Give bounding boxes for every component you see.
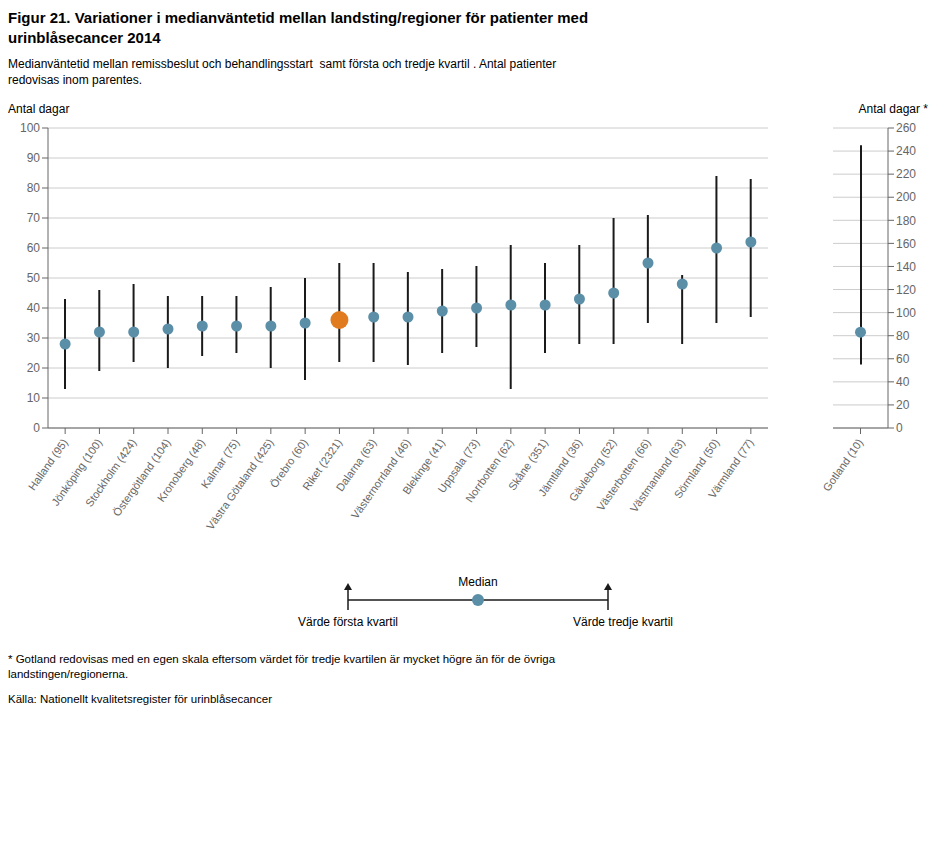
- svg-text:10: 10: [27, 391, 41, 405]
- svg-text:Värmland (77): Värmland (77): [706, 436, 756, 500]
- svg-text:Riket (2321): Riket (2321): [300, 436, 345, 493]
- svg-text:40: 40: [27, 301, 41, 315]
- svg-text:Jönköping (100): Jönköping (100): [49, 436, 105, 508]
- svg-text:240: 240: [896, 144, 916, 158]
- svg-text:Skåne (351): Skåne (351): [505, 436, 550, 493]
- html-text:Källa: Nationellt kvalitetsreg: Källa: Nationellt kvalitetsregister för …: [8, 693, 272, 705]
- svg-text:Västerbotten (66): Västerbotten (66): [594, 436, 653, 513]
- svg-text:40: 40: [896, 375, 910, 389]
- svg-text:Stockholm (424): Stockholm (424): [82, 436, 139, 509]
- svg-text:0: 0: [33, 421, 40, 435]
- svg-text:200: 200: [896, 190, 916, 204]
- svg-text:60: 60: [896, 352, 910, 366]
- svg-text:Blekinge (41): Blekinge (41): [400, 436, 448, 497]
- svg-text:80: 80: [27, 181, 41, 195]
- svg-text:Värde tredje kvartil: Värde tredje kvartil: [573, 615, 673, 629]
- svg-text:220: 220: [896, 167, 916, 181]
- svg-text:180: 180: [896, 214, 916, 228]
- svg-text:20: 20: [27, 361, 41, 375]
- svg-text:60: 60: [27, 241, 41, 255]
- svg-text:30: 30: [27, 331, 41, 345]
- svg-text:Kalmar (75): Kalmar (75): [198, 436, 242, 491]
- html-text:Medianväntetid mellan remissbe: Medianväntetid mellan remissbeslut och b…: [8, 57, 557, 87]
- svg-text:80: 80: [896, 329, 910, 343]
- svg-text:Västra Götaland (425): Västra Götaland (425): [204, 436, 276, 532]
- svg-text:Kronoberg (48): Kronoberg (48): [155, 436, 207, 504]
- svg-text:Gotland (10): Gotland (10): [820, 436, 865, 493]
- svg-text:100: 100: [20, 121, 40, 135]
- svg-text:Uppsala (73): Uppsala (73): [435, 436, 482, 495]
- svg-text:120: 120: [896, 283, 916, 297]
- html-text:Figur 21. Variationer i median: Figur 21. Variationer i medianväntetid m…: [8, 9, 589, 46]
- svg-text:Median: Median: [458, 575, 497, 589]
- svg-text:Gävleborg (52): Gävleborg (52): [566, 436, 619, 504]
- html-text:Antal dagar: Antal dagar: [8, 102, 70, 116]
- svg-text:90: 90: [27, 151, 41, 165]
- svg-text:100: 100: [896, 306, 916, 320]
- svg-text:20: 20: [896, 398, 910, 412]
- svg-text:70: 70: [27, 211, 41, 225]
- svg-text:Sörmland (50): Sörmland (50): [671, 436, 722, 501]
- svg-text:Norrbotten (62): Norrbotten (62): [463, 436, 516, 504]
- svg-text:160: 160: [896, 237, 916, 251]
- svg-text:260: 260: [896, 121, 916, 135]
- svg-text:Västernorrland (46): Västernorrland (46): [349, 436, 413, 521]
- svg-text:0: 0: [896, 421, 903, 435]
- svg-text:140: 140: [896, 260, 916, 274]
- svg-text:Värde första kvartil: Värde första kvartil: [298, 615, 398, 629]
- svg-text:Jämtland (36): Jämtland (36): [535, 436, 585, 499]
- svg-text:Östergötland (104): Östergötland (104): [110, 436, 172, 518]
- svg-text:Dalarna (63): Dalarna (63): [333, 436, 379, 494]
- svg-text:Örebro (60): Örebro (60): [267, 436, 310, 490]
- svg-text:Västmanland (63): Västmanland (63): [627, 436, 687, 514]
- html-text:* Gotland redovisas med en ege: * Gotland redovisas med en egen skala ef…: [8, 653, 556, 680]
- svg-text:Halland (95): Halland (95): [25, 436, 70, 493]
- html-text:Antal dagar *: Antal dagar *: [858, 102, 928, 116]
- svg-text:50: 50: [27, 271, 41, 285]
